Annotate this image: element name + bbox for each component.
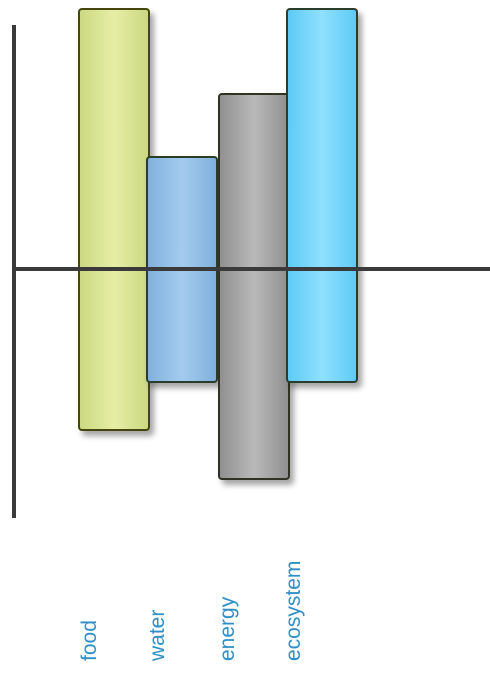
bar-energy (218, 93, 290, 480)
bar-label-water: water (146, 609, 169, 661)
bar-label-ecosystem: ecosystem (282, 560, 305, 661)
bar-label-energy: energy (216, 596, 239, 661)
bars (78, 8, 358, 480)
bar-food (78, 8, 150, 431)
bar-ecosystem (286, 8, 358, 383)
bar-label-food: food (78, 620, 101, 661)
